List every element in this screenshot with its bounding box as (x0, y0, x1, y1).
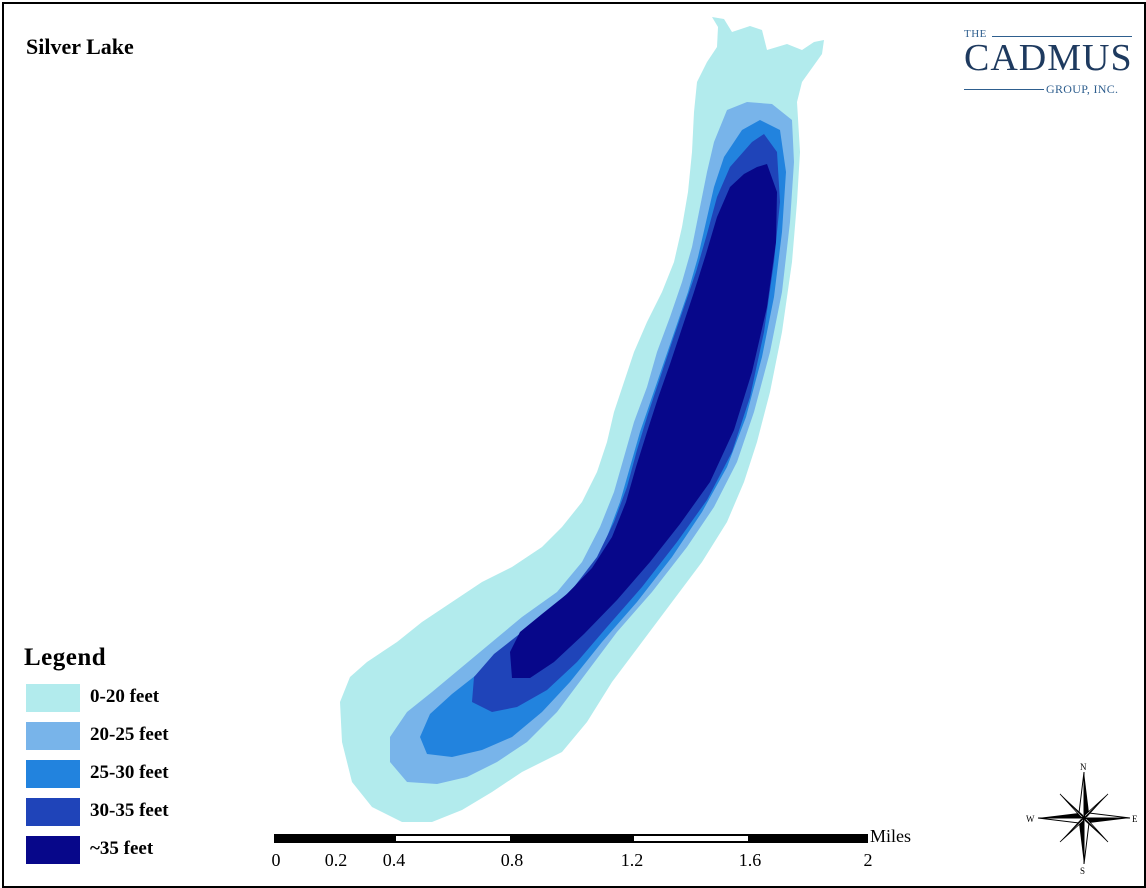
compass-rose-icon (1037, 771, 1131, 865)
legend-label: 30-35 feet (90, 800, 169, 821)
scale-tick-label: 1.2 (620, 850, 644, 870)
legend-item: 0-20 feet (24, 684, 159, 722)
legend-title: Legend (24, 644, 107, 671)
scale-tick-label: 0.8 (500, 850, 524, 870)
scale-segment (750, 834, 868, 843)
legend-label: 25-30 feet (90, 762, 169, 783)
scale-segment (274, 834, 394, 843)
compass-east-label: E (1132, 814, 1138, 824)
scale-tick-label: 1.6 (738, 850, 762, 870)
lake-bathymetry-map (340, 17, 824, 822)
scale-segment (512, 834, 632, 843)
scale-segment (632, 834, 750, 843)
cadmus-logo: THE CADMUS GROUP, INC. (962, 26, 1138, 96)
compass-north-label: N (1080, 762, 1087, 772)
depth-zone-35 (510, 164, 777, 678)
legend-item: ~35 feet (24, 836, 153, 874)
legend-item: 25-30 feet (24, 760, 169, 798)
legend-label: 20-25 feet (90, 724, 169, 745)
logo-bottom-rule (964, 89, 1044, 90)
map-title: Silver Lake (26, 34, 134, 59)
logo-main-text: CADMUS (964, 37, 1133, 79)
legend-swatch (26, 798, 80, 826)
legend: Legend 0-20 feet 20-25 feet 25-30 feet 3… (24, 644, 169, 874)
depth-zone-20-25 (390, 102, 794, 784)
scale-tick-label: 0.2 (324, 850, 348, 870)
scale-bar: Miles 0 0.2 0.4 0.8 1.2 1.6 2 (271, 826, 914, 880)
compass-south-label: S (1080, 866, 1086, 876)
compass-west-label: W (1026, 814, 1035, 824)
scale-tick-label: 0 (271, 850, 281, 870)
legend-swatch (26, 722, 80, 750)
scale-unit-label: Miles (870, 826, 912, 846)
legend-swatch (26, 684, 80, 712)
scale-tick-label: 0.4 (382, 850, 406, 870)
north-arrow: N S E W (1022, 762, 1142, 882)
legend-item: 30-35 feet (24, 798, 169, 836)
legend-item: 20-25 feet (24, 722, 169, 760)
logo-top-rule (992, 36, 1132, 37)
legend-label: 0-20 feet (90, 686, 160, 707)
legend-label: ~35 feet (90, 838, 154, 859)
logo-sub-text: GROUP, INC. (1046, 82, 1119, 96)
legend-swatch (26, 760, 80, 788)
logo-the-text: THE (964, 28, 987, 40)
legend-swatch (26, 836, 80, 864)
scale-segment (394, 834, 512, 843)
scale-tick-label: 2 (863, 850, 873, 870)
